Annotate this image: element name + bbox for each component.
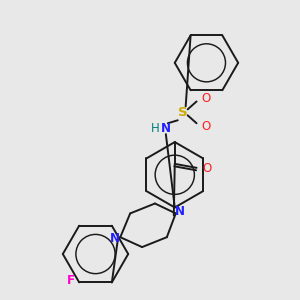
Text: N: N	[110, 232, 120, 245]
Text: N: N	[175, 205, 185, 218]
Text: S: S	[178, 106, 188, 119]
Text: O: O	[202, 120, 211, 133]
Text: N: N	[161, 122, 171, 135]
Text: H: H	[151, 122, 159, 135]
Text: O: O	[203, 162, 212, 175]
Text: F: F	[67, 274, 75, 287]
Text: O: O	[202, 92, 211, 105]
